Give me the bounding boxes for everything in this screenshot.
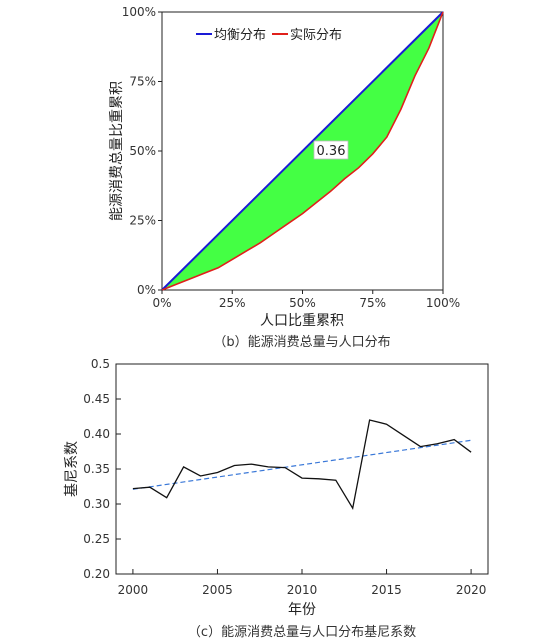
lorenz-curve-chart: 0% 25% 50% 75% 100% 0% 25% 50% 75% 100% 均衡分布 实际分… [109, 5, 460, 350]
y-tick-label: 0.35 [83, 462, 110, 476]
x-tick-label: 25% [219, 296, 246, 310]
y-tick-label: 0.20 [83, 567, 110, 581]
trend-line [132, 439, 472, 490]
y-axis-ticks: 0% 25% 50% 75% 100% [122, 5, 162, 297]
y-tick-label: 0.5 [91, 357, 110, 371]
gini-annotation: 0.36 [313, 140, 349, 160]
x-axis-title-c: 年份 [288, 602, 316, 618]
gini-value-label: 0.36 [317, 144, 346, 159]
caption-c: （c）能源消费总量与人口分布基尼系数 [188, 625, 416, 640]
y-tick-label: 50% [129, 144, 156, 158]
x-tick-label: 75% [359, 296, 386, 310]
x-tick-label: 0% [152, 296, 171, 310]
legend-label-equal: 均衡分布 [214, 28, 266, 43]
legend: 均衡分布 实际分布 [196, 28, 342, 43]
y-tick-label: 0.45 [83, 392, 110, 406]
x-tick-label: 2015 [371, 583, 402, 597]
x-tick-label: 100% [426, 296, 460, 310]
y-axis-title: 能源消费总量比重累积 [109, 81, 125, 221]
y-tick-label: 0% [137, 283, 156, 297]
y-tick-label: 75% [129, 75, 156, 89]
y-axis-title-c: 基尼系数 [63, 441, 80, 497]
actual-distribution-curve [161, 11, 444, 291]
legend-label-actual: 实际分布 [290, 28, 342, 43]
y-tick-label: 0.40 [83, 427, 110, 441]
y-tick-label: 0.30 [83, 497, 110, 511]
x-tick-label: 2005 [202, 583, 233, 597]
x-tick-label: 2010 [287, 583, 318, 597]
x-axis-ticks-c: 2000 2005 2010 2015 2020 [118, 569, 487, 597]
x-tick-label: 2020 [456, 583, 487, 597]
y-tick-label: 100% [122, 5, 156, 19]
equal-distribution-line [161, 11, 444, 291]
y-tick-label: 0.25 [83, 532, 110, 546]
x-tick-label: 50% [289, 296, 316, 310]
annotation-box [313, 140, 349, 160]
x-axis-ticks: 0% 25% 50% 75% 100% [152, 290, 460, 310]
caption-b: （b）能源消费总量与人口分布 [213, 335, 390, 350]
x-tick-label: 2000 [118, 583, 149, 597]
plot-frame-c [115, 363, 489, 575]
y-tick-label: 25% [129, 214, 156, 228]
y-axis-ticks-c: 0.20 0.25 0.30 0.35 0.40 0.45 0.5 [83, 357, 121, 581]
gini-coefficient-chart: 2000 2005 2010 2015 2020 0.20 0.25 0.30 0.35 0.4… [63, 357, 489, 640]
gini-series-line [132, 419, 472, 510]
x-axis-title: 人口比重累积 [260, 313, 344, 329]
